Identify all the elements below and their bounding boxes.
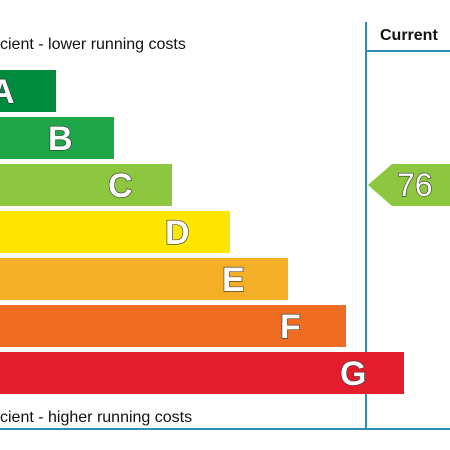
rating-label-g: G [340,355,366,393]
rating-bar-f [0,305,346,347]
chart-divider-line [365,22,367,430]
top-caption: cient - lower running costs [0,36,186,53]
rating-bar-c [0,164,172,206]
rating-bar-b [0,117,114,159]
header-underline [365,50,450,52]
bottom-border-line [0,428,450,430]
current-rating-pointer [368,164,450,206]
rating-bar-e [0,258,288,300]
rating-bar-g [0,352,404,394]
rating-bar-a [0,70,56,112]
rating-bar-d [0,211,230,253]
rating-label-f: F [280,308,301,346]
rating-label-d: D [165,214,190,252]
rating-label-c: C [108,167,133,205]
current-rating-value: 76 [397,167,433,203]
current-column-header: Current [380,27,438,44]
bottom-caption: cient - higher running costs [0,409,193,426]
rating-label-a: A [0,73,15,111]
rating-label-e: E [222,261,245,299]
rating-label-b: B [48,120,73,158]
